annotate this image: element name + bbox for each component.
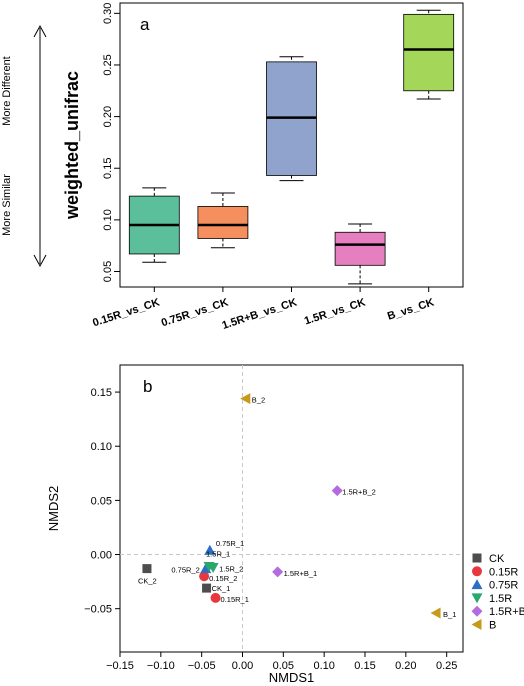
point-1.5R+B_2	[331, 485, 343, 497]
legend-marker-1.5R+B	[471, 605, 483, 617]
series-0.15R: 0.15R_2 0.15R_1	[199, 571, 249, 604]
x-tick-label-b: 0.10	[313, 660, 334, 672]
box-1.5R+B_vs_CK	[266, 56, 317, 182]
point-CK_2	[142, 564, 152, 574]
plot-frame-b	[119, 364, 464, 653]
annotation-more-different: More Different	[1, 56, 13, 126]
legend-label: CK	[489, 553, 505, 565]
series-1.5R+B: 1.5R+B_1 1.5R+B_2	[272, 485, 376, 578]
point-label: CK_1	[212, 584, 231, 593]
y-tick-label-a: 0.30	[102, 3, 114, 24]
point-B_2	[240, 393, 251, 405]
arrow-up-icon	[33, 24, 47, 38]
y-tick-label-a: 0.15	[102, 158, 114, 179]
box-0.15R_vs_CK	[128, 187, 180, 263]
x-tick-label-b: 0.15	[354, 660, 375, 672]
legend-marker-0.75R	[471, 579, 483, 590]
y-tick-label-b: 0.00	[91, 550, 112, 562]
box-1.5R_vs_CK	[334, 223, 386, 285]
x-tick-label-a: 1.5R_vs_CK	[303, 296, 367, 327]
x-axis-label-b: NMDS1	[269, 670, 315, 685]
y-tick-label-a: 0.10	[102, 209, 114, 230]
point-label: CK_2	[138, 577, 157, 586]
legend-label: B	[489, 620, 496, 632]
x-tick-label-b: −0.15	[106, 660, 134, 672]
point-CK_1	[202, 583, 212, 593]
y-tick-label-a: 0.20	[102, 106, 114, 127]
arrow-down-icon	[33, 254, 47, 268]
x-tick-label-a: B_vs_CK	[386, 296, 436, 322]
x-tick-label-b: 0.25	[436, 660, 457, 672]
series-B: B_2 B_1	[240, 393, 456, 619]
point-label: 0.75R_2	[171, 566, 199, 575]
x-tick-label-b: 0.00	[232, 660, 253, 672]
panel-b-nmds-scatter: b −0.15 −0.10 −0.05 0.00 0.05 0.10 0.15 0.20 0.25…	[46, 364, 524, 685]
y-tick-label-b: −0.05	[84, 604, 112, 616]
legend-label: 0.15R	[489, 566, 518, 578]
box-body	[197, 206, 249, 239]
series-1.5R: 1.5R_1 1.5R_2	[203, 549, 243, 574]
point-label: 1.5R+B_1	[284, 569, 318, 578]
x-tick-label-a: 1.5R+B_vs_CK	[221, 296, 299, 332]
box-body	[403, 13, 455, 92]
y-tick-label-b: 0.15	[91, 387, 112, 399]
point-label: 0.15R_1	[221, 595, 249, 604]
point-label: 1.5R+B_2	[342, 488, 376, 497]
x-tick-label-a: 0.75R_vs_CK	[160, 296, 230, 329]
point-1.5R_2	[207, 563, 219, 574]
point-B_1	[430, 607, 441, 619]
point-label: 1.5R_1	[206, 549, 230, 558]
legend-label: 1.5R+B	[489, 606, 524, 618]
x-tick-label-b: 0.20	[395, 660, 416, 672]
series-CK: CK_2 CK_1	[138, 564, 230, 593]
point-0.15R_1	[210, 592, 221, 603]
panel-a-boxplot: a 0.05 0.10 0.15 0.20 0.25 0.30 weighted_unifra…	[1, 2, 464, 332]
panel-label-a: a	[140, 15, 150, 34]
point-label: 1.5R_2	[219, 565, 243, 574]
y-axis-label-b: NMDS2	[46, 486, 61, 532]
box-0.75R_vs_CK	[197, 192, 249, 249]
legend-marker-1.5R	[471, 593, 483, 604]
y-tick-label-a: 0.05	[102, 261, 114, 282]
panel-label-b: b	[143, 377, 152, 396]
x-tick-label-b: −0.10	[147, 660, 175, 672]
point-label: B_1	[443, 610, 456, 619]
y-tick-label-b: 0.05	[91, 495, 112, 507]
box-B_vs_CK	[403, 9, 455, 100]
legend-label: 0.75R	[489, 580, 518, 592]
point-label: 0.15R_2	[209, 574, 237, 583]
legend-marker-0.15R	[472, 566, 482, 577]
point-label: 0.75R_1	[216, 539, 244, 548]
legend-marker-B	[471, 619, 482, 630]
y-tick-label-a: 0.25	[102, 54, 114, 75]
x-tick-label-b: 0.05	[273, 660, 294, 672]
point-0.75R_1	[204, 544, 216, 555]
x-tick-label-b: −0.05	[188, 660, 216, 672]
point-0.15R_2	[199, 571, 210, 582]
annotation-more-similar: More Similar	[1, 174, 13, 236]
point-label: B_2	[252, 396, 265, 405]
x-tick-label-a: 0.15R_vs_CK	[91, 296, 161, 329]
box-body	[334, 231, 386, 266]
y-tick-label-b: 0.10	[91, 441, 112, 453]
legend-label: 1.5R	[489, 593, 512, 605]
y-axis-label-a: weighted_unifrac	[62, 71, 82, 220]
legend-marker-CK	[472, 553, 482, 563]
point-1.5R+B_1	[272, 566, 284, 578]
